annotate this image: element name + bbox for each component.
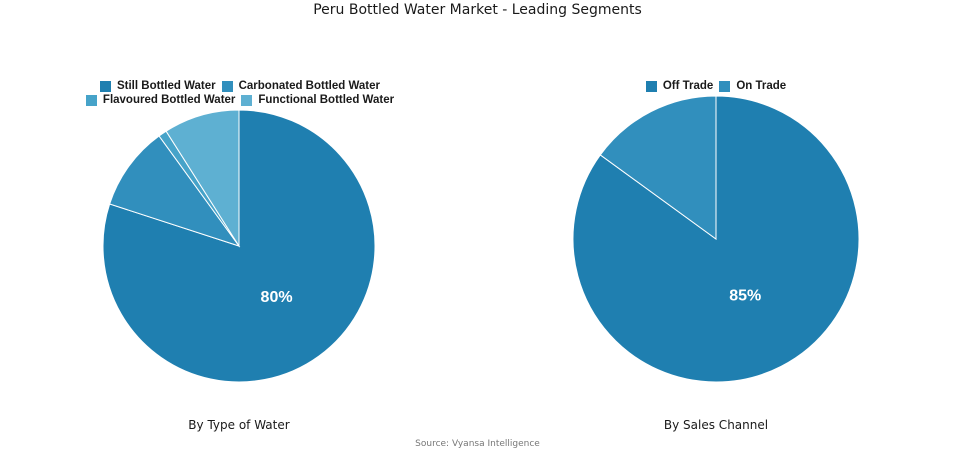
caption-type-of-water: By Type of Water [188, 418, 290, 432]
legend-item-on-trade: On Trade [719, 80, 786, 92]
legend-label: Carbonated Bottled Water [238, 80, 381, 92]
data-label-off-trade: 85% [729, 288, 761, 305]
pie-slice-carbonated-bottled-water [109, 135, 241, 247]
legend-item-off-trade: Off Trade [645, 80, 714, 92]
legend-swatch [85, 94, 97, 106]
legend-swatch [645, 80, 657, 92]
source-note: Source: Vyansa Intelligence [415, 439, 540, 449]
legend-swatch [221, 80, 233, 92]
legend-swatch [719, 80, 731, 92]
pie-slice-off-trade [572, 95, 860, 383]
legend-swatch [241, 94, 253, 106]
legend-item-still-bottled-water: Still Bottled Water [99, 80, 216, 92]
page-title: Peru Bottled Water Market - Leading Segm… [313, 2, 642, 18]
pie-slice-functional-bottled-water [165, 109, 240, 248]
legend-item-carbonated-bottled-water: Carbonated Bottled Water [221, 80, 381, 92]
legend-label: Off Trade [662, 80, 714, 92]
caption-sales-channel: By Sales Channel [663, 418, 769, 432]
legend-sales-channel: Off Trade On Trade [600, 80, 832, 92]
legend-label: On Trade [736, 80, 787, 92]
legend-item-flavoured-bottled-water: Flavoured Bottled Water [85, 94, 236, 106]
pie-sales-channel: 85% [572, 95, 860, 383]
legend-label: Still Bottled Water [116, 80, 216, 92]
legend-label: Flavoured Bottled Water [102, 94, 236, 106]
pie-type-of-water: 80% [102, 109, 376, 383]
legend-item-functional-bottled-water: Functional Bottled Water [241, 94, 394, 106]
legend-label: Functional Bottled Water [258, 94, 395, 106]
legend-swatch [99, 80, 111, 92]
data-label-still-bottled-water: 80% [261, 289, 293, 306]
pie-slice-on-trade [599, 95, 717, 240]
legend-type-of-water: Still Bottled Water Carbonated Bottled Wa… [20, 80, 460, 106]
